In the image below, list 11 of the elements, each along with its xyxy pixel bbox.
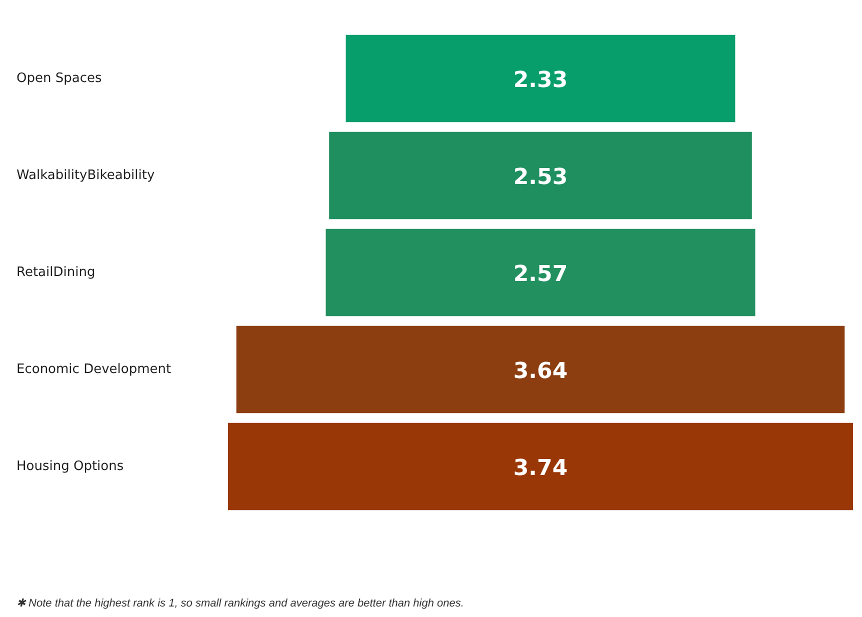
data-label: 3.74 <box>513 456 568 481</box>
category-label: Housing Options <box>16 459 124 474</box>
data-label: 2.33 <box>513 68 568 93</box>
category-label: RetailDining <box>16 265 96 280</box>
data-label: 2.57 <box>513 262 568 287</box>
text: ✱ Note that the highest rank is 1, so small rankings and averages are better than high ones. <box>16 598 464 610</box>
data-label: 3.64 <box>513 359 568 384</box>
data-label: 2.53 <box>513 165 568 190</box>
category-label: WalkabilityBikeability <box>16 168 155 183</box>
category-label: Economic Development <box>16 362 172 377</box>
category-label: Open Spaces <box>16 71 102 86</box>
